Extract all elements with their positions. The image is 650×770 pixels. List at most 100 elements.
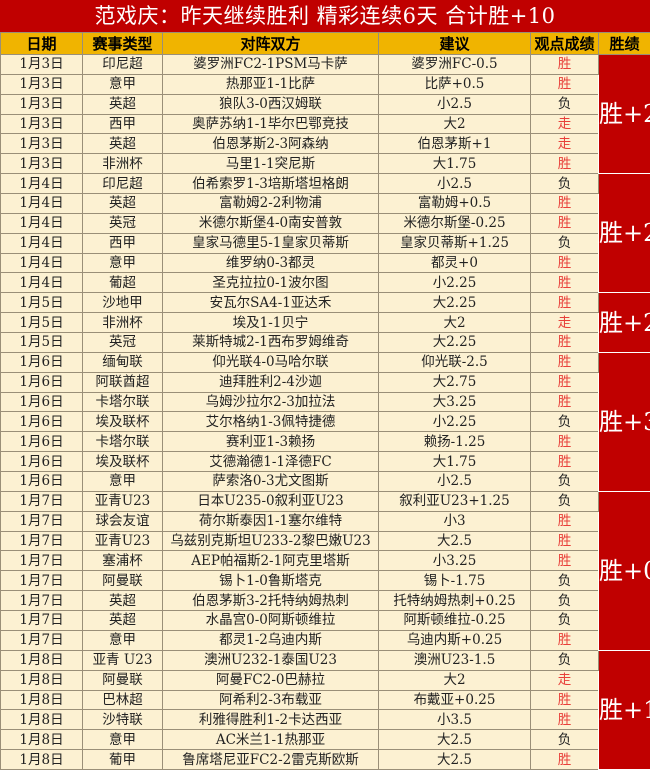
header-summary: 胜绩 <box>599 33 650 55</box>
tip-cell: 大2 <box>379 670 531 690</box>
group-summary-cell: 胜+3 <box>599 352 650 491</box>
match-cell: 莱斯特城2-1西布罗姆维奇 <box>163 333 379 353</box>
tip-cell: 富勒姆+0.5 <box>379 194 531 214</box>
result-cell: 胜 <box>531 293 599 313</box>
match-cell: 澳洲U232-1泰国U23 <box>163 650 379 670</box>
league-cell: 英超 <box>83 591 163 611</box>
tip-cell: 仰光联-2.5 <box>379 352 531 372</box>
date-cell: 1月3日 <box>1 55 83 75</box>
tip-cell: 大2 <box>379 114 531 134</box>
tip-cell: 小3.25 <box>379 551 531 571</box>
league-cell: 非洲杯 <box>83 154 163 174</box>
results-table: 日期 赛事类型 对阵双方 建议 观点成绩 胜绩 1月3日印尼超婆罗洲FC2-1P… <box>0 32 650 770</box>
date-cell: 1月7日 <box>1 571 83 591</box>
match-cell: 荷尔斯泰因1-1塞尔维特 <box>163 511 379 531</box>
result-cell: 胜 <box>531 710 599 730</box>
tip-cell: 大3.25 <box>379 392 531 412</box>
league-cell: 埃及联杯 <box>83 452 163 472</box>
league-cell: 非洲杯 <box>83 313 163 333</box>
result-cell: 胜 <box>531 55 599 75</box>
tip-cell: 皇家贝蒂斯+1.25 <box>379 233 531 253</box>
tip-cell: 大2.25 <box>379 293 531 313</box>
tip-cell: 澳洲U23-1.5 <box>379 650 531 670</box>
date-cell: 1月8日 <box>1 650 83 670</box>
result-cell: 负 <box>531 611 599 631</box>
match-cell: 马里1-1突尼斯 <box>163 154 379 174</box>
tip-cell: 婆罗洲FC-0.5 <box>379 55 531 75</box>
tip-cell: 大1.75 <box>379 452 531 472</box>
result-cell: 负 <box>531 174 599 194</box>
header-row: 日期 赛事类型 对阵双方 建议 观点成绩 胜绩 <box>1 33 650 55</box>
date-cell: 1月8日 <box>1 710 83 730</box>
result-cell: 胜 <box>531 352 599 372</box>
result-cell: 走 <box>531 134 599 154</box>
league-cell: 意甲 <box>83 253 163 273</box>
league-cell: 英冠 <box>83 213 163 233</box>
date-cell: 1月4日 <box>1 213 83 233</box>
match-cell: 富勒姆2-2利物浦 <box>163 194 379 214</box>
match-cell: 伯恩茅斯3-2托特纳姆热刺 <box>163 591 379 611</box>
tip-cell: 大1.75 <box>379 154 531 174</box>
match-cell: 日本U235-0叙利亚U23 <box>163 491 379 511</box>
date-cell: 1月8日 <box>1 690 83 710</box>
tip-cell: 伯恩茅斯+1 <box>379 134 531 154</box>
tip-cell: 布戴亚+0.25 <box>379 690 531 710</box>
match-cell: 锡卜1-0鲁斯塔克 <box>163 571 379 591</box>
date-cell: 1月6日 <box>1 412 83 432</box>
page-title: 范戏庆：昨天继续胜利 精彩连续6天 合计胜+10 <box>0 0 650 32</box>
match-cell: AEP帕福斯2-1阿克里塔斯 <box>163 551 379 571</box>
tip-cell: 小3.5 <box>379 710 531 730</box>
match-cell: 乌兹别克斯坦U233-2黎巴嫩U23 <box>163 531 379 551</box>
result-cell: 走 <box>531 670 599 690</box>
result-cell: 胜 <box>531 333 599 353</box>
date-cell: 1月3日 <box>1 154 83 174</box>
result-cell: 负 <box>531 571 599 591</box>
match-cell: 阿曼FC2-0巴赫拉 <box>163 670 379 690</box>
header-league: 赛事类型 <box>83 33 163 55</box>
league-cell: 沙特联 <box>83 710 163 730</box>
date-cell: 1月6日 <box>1 372 83 392</box>
match-cell: 萨索洛0-3尤文图斯 <box>163 472 379 492</box>
result-cell: 胜 <box>531 154 599 174</box>
date-cell: 1月4日 <box>1 253 83 273</box>
group-summary-cell: 胜+2 <box>599 55 650 174</box>
date-cell: 1月4日 <box>1 273 83 293</box>
league-cell: 意甲 <box>83 730 163 750</box>
result-cell: 胜 <box>531 551 599 571</box>
tip-cell: 大2.5 <box>379 750 531 770</box>
match-cell: 狼队3-0西汉姆联 <box>163 94 379 114</box>
match-cell: 迪拜胜利2-4沙迦 <box>163 372 379 392</box>
result-cell: 胜 <box>531 372 599 392</box>
date-cell: 1月7日 <box>1 630 83 650</box>
result-cell: 胜 <box>531 194 599 214</box>
match-cell: 仰光联4-0马哈尔联 <box>163 352 379 372</box>
league-cell: 缅甸联 <box>83 352 163 372</box>
match-cell: 艾德瀚德1-1泽德FC <box>163 452 379 472</box>
date-cell: 1月7日 <box>1 531 83 551</box>
date-cell: 1月6日 <box>1 452 83 472</box>
match-cell: 婆罗洲FC2-1PSM马卡萨 <box>163 55 379 75</box>
league-cell: 埃及联杯 <box>83 412 163 432</box>
match-cell: 圣克拉拉0-1波尔图 <box>163 273 379 293</box>
league-cell: 印尼超 <box>83 174 163 194</box>
tip-cell: 叙利亚U23+1.25 <box>379 491 531 511</box>
league-cell: 阿曼联 <box>83 670 163 690</box>
tip-cell: 大2.25 <box>379 333 531 353</box>
result-cell: 负 <box>531 591 599 611</box>
league-cell: 意甲 <box>83 630 163 650</box>
